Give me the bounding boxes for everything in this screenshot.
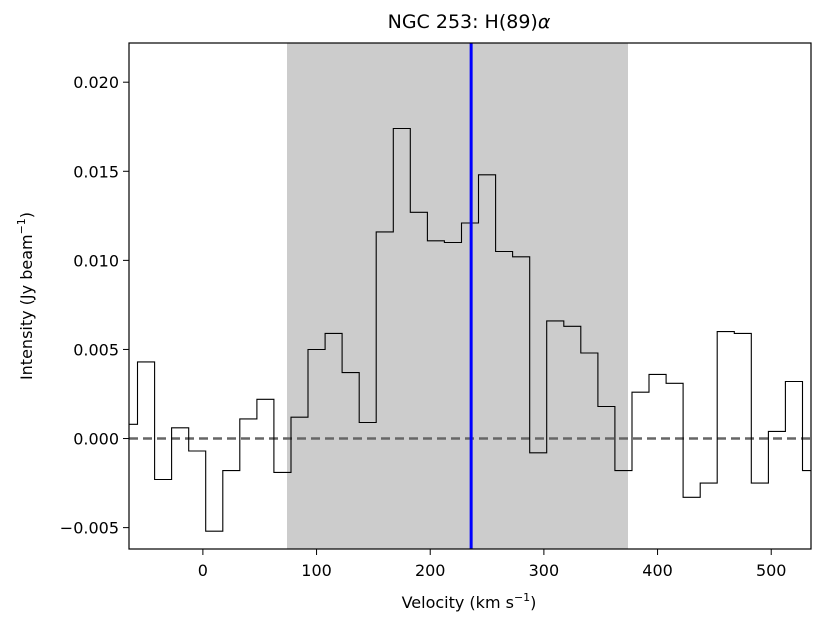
plot-frame — [128, 42, 812, 550]
x-tick-label: 200 — [415, 561, 446, 580]
y-axis: −0.005 0.000 0.005 0.010 0.015 0.020 — [60, 73, 129, 538]
y-tick-label: 0.000 — [73, 430, 119, 449]
chart-title: NGC 253: H(89)α — [388, 11, 551, 33]
x-tick-label: 500 — [756, 561, 787, 580]
y-tick-label: 0.020 — [73, 73, 119, 92]
plot-area — [128, 42, 812, 550]
x-axis: 0 100 200 300 400 500 — [198, 549, 787, 580]
x-tick-label: 400 — [642, 561, 673, 580]
shaded-velocity-range — [286, 43, 628, 549]
y-tick-label: 0.010 — [73, 251, 119, 270]
x-axis-title: Velocity (km s−1) — [402, 591, 537, 612]
x-tick-label: 0 — [198, 561, 208, 580]
y-axis-title: Intensity (Jy beam−1) — [15, 212, 36, 380]
y-tick-label: −0.005 — [60, 519, 119, 538]
y-tick-label: 0.005 — [73, 340, 119, 359]
x-tick-label: 300 — [529, 561, 560, 580]
y-tick-label: 0.015 — [73, 162, 119, 181]
x-tick-label: 100 — [301, 561, 332, 580]
